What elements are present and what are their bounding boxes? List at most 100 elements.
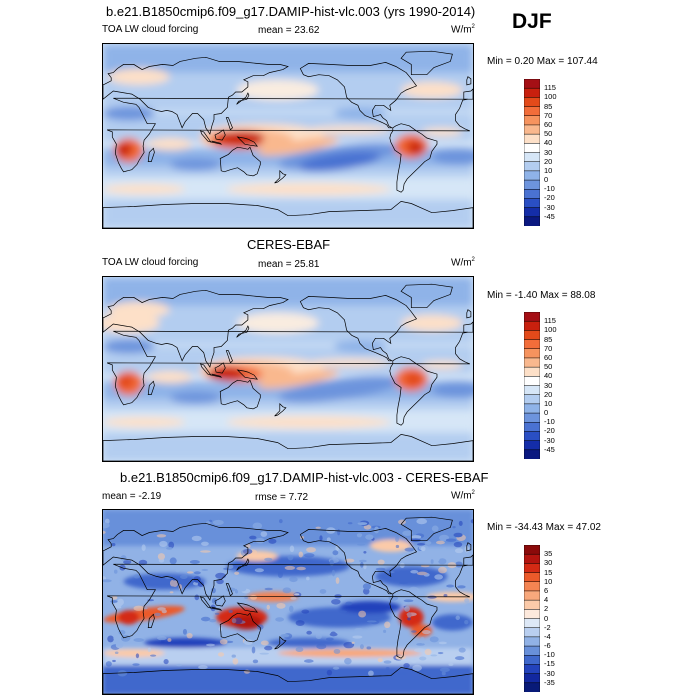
colorbar-tick-label: 40: [544, 371, 553, 381]
map-field: [103, 277, 473, 461]
colorbar-swatch: [523, 572, 541, 583]
coastline-antarctica: [103, 667, 473, 694]
coastline-greenland: [400, 516, 453, 542]
colorbar-tick-label: 20: [544, 156, 553, 166]
coastline-namerica: [299, 528, 418, 595]
coastline-indonesia1: [200, 596, 212, 609]
colorbar-swatch: [523, 636, 541, 647]
colorbar-swatch: [523, 366, 541, 377]
colorbar-tick-label: 10: [544, 165, 553, 175]
panel1-map: [102, 43, 474, 229]
coastline-eurasia: [103, 289, 289, 368]
coastline-greenland: [400, 283, 453, 309]
colorbar-swatch: [523, 431, 541, 442]
coastline-cuba_phil: [225, 117, 233, 131]
colorbar-swatch: [523, 645, 541, 656]
colorbar-swatch: [523, 348, 541, 359]
colorbar-tick-label: 70: [544, 110, 553, 120]
colorbar-swatch: [523, 152, 541, 163]
colorbar-swatch: [523, 385, 541, 396]
colorbar-tick-label: 10: [544, 576, 553, 586]
panel3-mean-label: mean = -2.19: [102, 491, 162, 502]
colorbar-tick-label: 0: [544, 408, 549, 418]
colorbar-tick-label: 20: [544, 389, 553, 399]
colorbar-tick-label: -6: [544, 641, 551, 651]
colorbar-swatch: [523, 412, 541, 423]
coastline-greenland: [400, 50, 453, 76]
colorbar-tick-label: 50: [544, 129, 553, 139]
colorbar-tick-label: 0: [544, 613, 549, 623]
panel3-map: [102, 509, 474, 695]
coastline-africa: [106, 563, 471, 639]
colorbar-tick-label: -2: [544, 622, 551, 632]
coastlines: [103, 516, 473, 694]
colorbar-swatch: [523, 106, 541, 117]
season-label: DJF: [512, 10, 552, 33]
colorbar-tick-label: -20: [544, 426, 555, 436]
coastline-japan: [236, 558, 250, 571]
colorbar-swatch: [523, 664, 541, 675]
colorbar-tick-label: -45: [544, 444, 555, 454]
colorbar-tick-label: 30: [544, 147, 553, 157]
coastline-nz: [274, 402, 287, 417]
colorbar-swatch: [523, 198, 541, 209]
colorbar-tick-label: 30: [544, 380, 553, 390]
colorbar-swatch: [523, 133, 541, 144]
coastline-nz: [274, 169, 287, 184]
coastline-madagascar: [147, 380, 155, 395]
colorbar-swatch: [523, 216, 541, 227]
colorbar-tick-label: 85: [544, 101, 553, 111]
panel3-colorbar: 35 30 15 10 6 4 2 0 -2 -4 -6 -10 -15 -30 -35: [523, 544, 555, 697]
colorbar-swatch: [523, 170, 541, 181]
coastline-newguinea: [236, 136, 258, 147]
colorbar-tick-label: 10: [544, 398, 553, 408]
coastline-eurasia: [103, 522, 289, 601]
coastline-uk: [466, 76, 472, 86]
panel1-units: W/m2: [451, 24, 475, 36]
colorbar-swatch: [523, 682, 541, 693]
colorbar-swatch: [523, 207, 541, 218]
colorbar-tick-label: 0: [544, 175, 549, 185]
colorbar-tick-label: -30: [544, 435, 555, 445]
panel2-mean-label: mean = 25.81: [258, 259, 320, 270]
colorbar-swatch: [523, 655, 541, 665]
coastline-madagascar: [147, 613, 155, 628]
colorbar-tick-label: -30: [544, 668, 555, 678]
coastline-cuba_phil: [225, 583, 233, 597]
panel2-minmax: Min = -1.40 Max = 88.08: [487, 290, 596, 301]
colorbar-swatch: [523, 563, 541, 574]
colorbar-swatch: [523, 673, 541, 684]
colorbar-swatch: [523, 394, 541, 405]
colorbar-tick-label: 70: [544, 343, 553, 353]
colorbar-swatch: [523, 581, 541, 592]
colorbar-tick-label: -10: [544, 184, 555, 194]
colorbar-swatch: [523, 115, 541, 126]
colorbar-swatch: [523, 422, 541, 432]
colorbar-tick-label: 35: [544, 549, 553, 559]
colorbar-swatch: [523, 87, 541, 98]
colorbar-swatch: [523, 179, 541, 190]
panel2-colorbar: 115 100 85 70 60 50 40 30 20 10 0 -10 -20 -30 -45: [523, 311, 557, 464]
panel2-title: CERES-EBAF: [247, 237, 331, 252]
coastline-madagascar: [147, 147, 155, 162]
colorbar-tick-label: 60: [544, 119, 553, 129]
colorbar-swatch: [523, 320, 541, 331]
colorbar-swatch: [523, 599, 541, 610]
coastline-indonesia2: [211, 606, 223, 611]
colorbar-tick-label: 40: [544, 138, 553, 148]
panel1-minmax: Min = 0.20 Max = 107.44: [487, 56, 598, 67]
coastline-samerica: [389, 356, 438, 426]
panel3-units: W/m2: [451, 490, 475, 502]
panel1-variable-label: TOA LW cloud forcing: [102, 24, 199, 35]
colorbar-tick-label: -15: [544, 659, 555, 669]
colorbar-swatch: [523, 627, 541, 638]
coastlines: [103, 50, 473, 228]
coastline-borneo: [214, 362, 226, 374]
panel1-colorbar: 115 100 85 70 60 50 40 30 20 10 0 -10 -20 -30 -45: [523, 78, 557, 231]
colorbar-tick-label: 60: [544, 352, 553, 362]
coastline-namerica: [299, 295, 418, 362]
coastline-japan: [236, 325, 250, 338]
colorbar-tick-label: -30: [544, 202, 555, 212]
colorbar-swatch: [523, 449, 541, 460]
panel2-variable-label: TOA LW cloud forcing: [102, 257, 199, 268]
